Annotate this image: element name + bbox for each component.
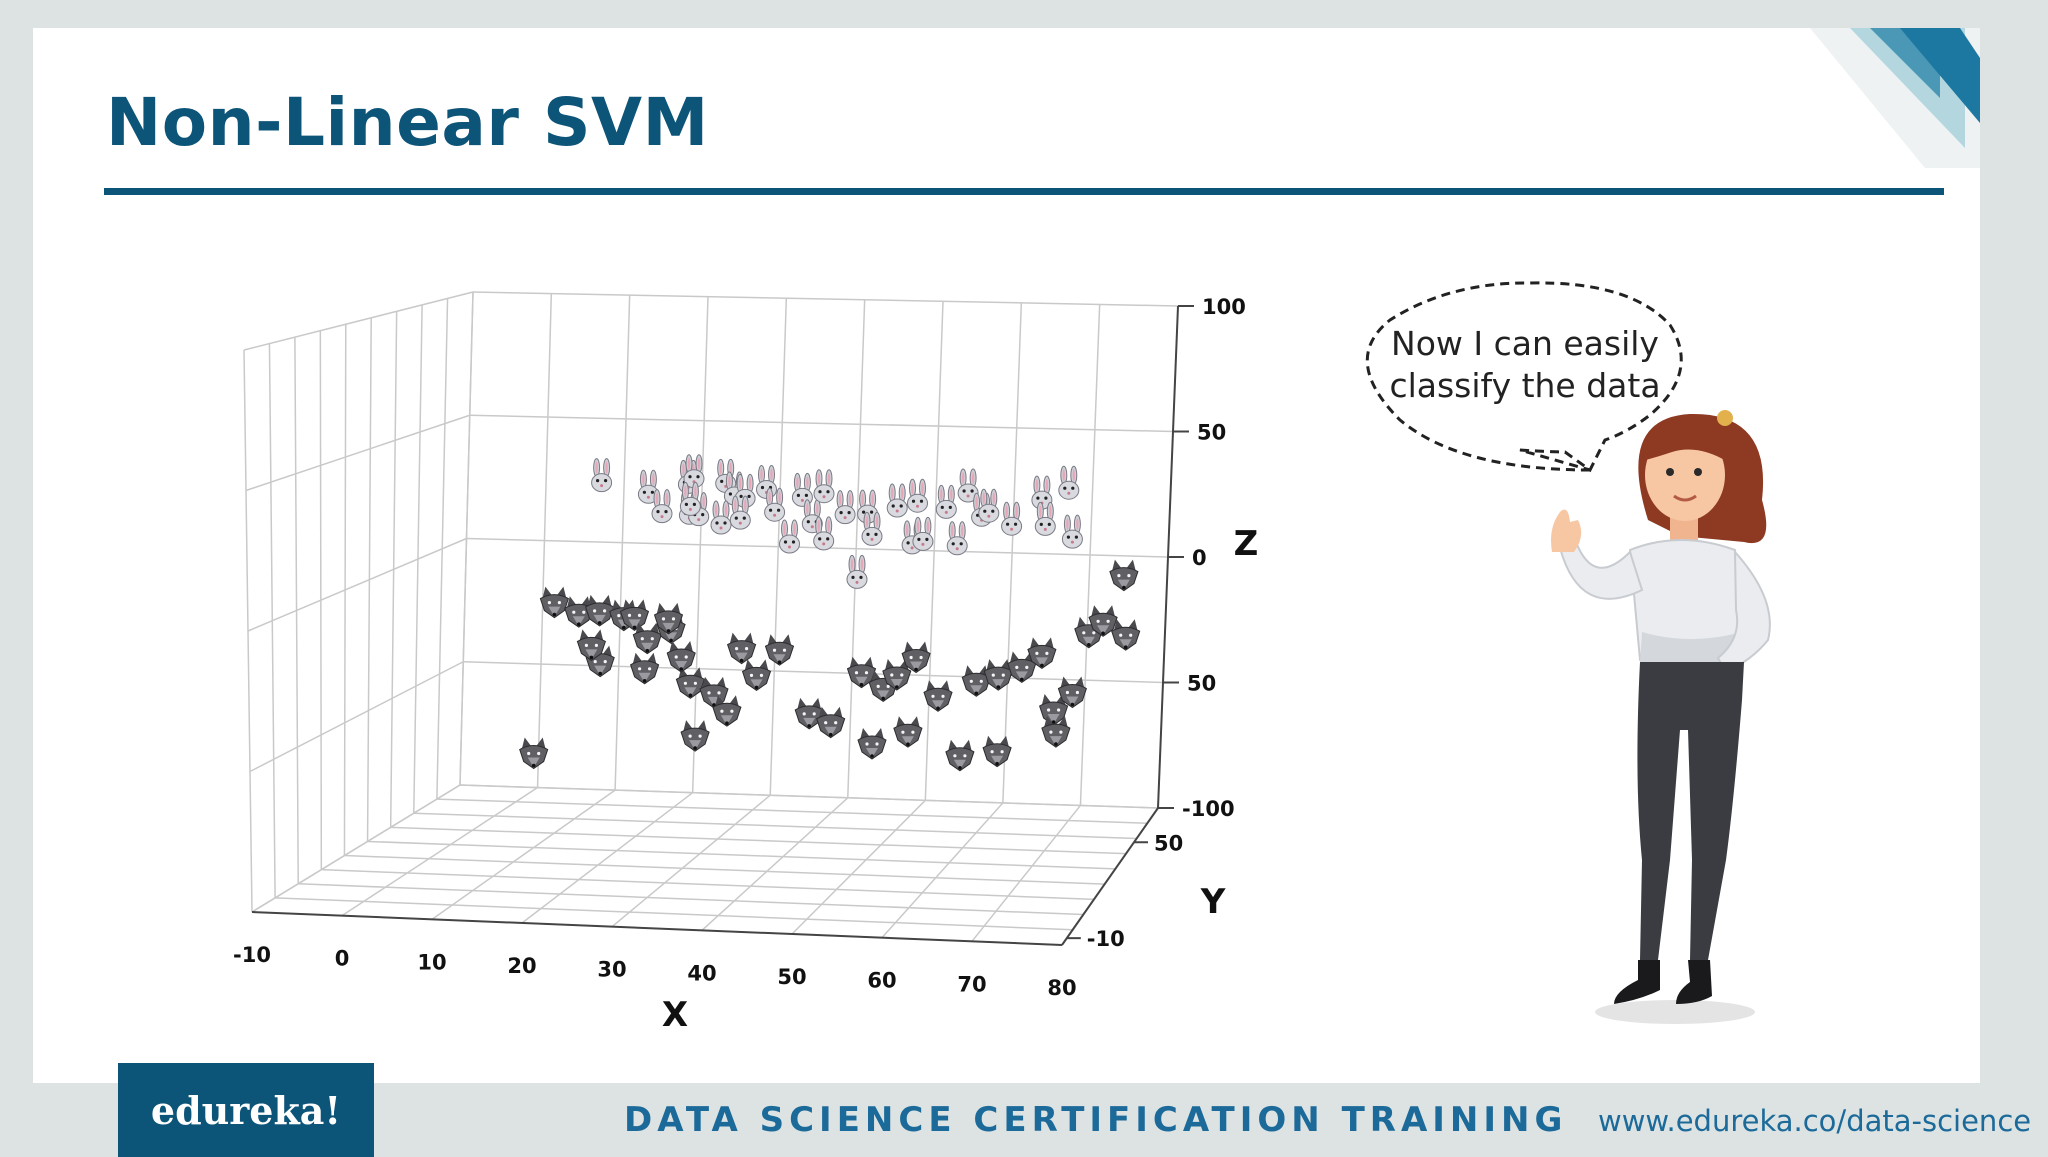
rabbit-data-point (1001, 501, 1023, 536)
left-wall-grid-horizontal (247, 537, 467, 632)
rabbit-data-point (912, 516, 934, 551)
floor-grid-line-x (701, 797, 849, 931)
rabbit-data-point (1061, 514, 1083, 549)
x-tick-label: 80 (1047, 976, 1076, 1000)
wolf-data-point (630, 652, 660, 685)
wolf-data-point (857, 727, 887, 760)
wolf-data-point (742, 658, 771, 691)
floor-grid-line-y (321, 868, 1095, 901)
z-tick-label: 0 (1192, 546, 1207, 570)
rabbit-data-point (907, 478, 928, 513)
floor-grid-line-y (298, 883, 1084, 916)
wolf-data-point (519, 737, 549, 769)
floor-grid-line-x (791, 799, 926, 935)
floor-grid-line-y (275, 897, 1073, 931)
floor-grid-line-y (413, 812, 1137, 840)
course-title: DATA SCIENCE CERTIFICATION TRAINING (624, 1100, 1568, 1140)
floor-grid-line-x (431, 789, 616, 920)
floor-grid-line-y (367, 840, 1116, 870)
x-tick-label: 20 (507, 954, 536, 978)
axis-grid (243, 291, 1194, 946)
wolf-data-point (1109, 559, 1139, 592)
rabbit-data-point (886, 483, 908, 518)
floor-grid-line-x (611, 794, 771, 928)
edureka-logo: edureka! (118, 1063, 374, 1157)
y-axis-label: Y (1200, 882, 1226, 922)
x-tick-label: 50 (777, 965, 806, 989)
y-tick-label: -10 (1087, 927, 1125, 951)
x-axis-line (251, 911, 1063, 946)
x-tick-label: -10 (233, 943, 271, 967)
rabbit-data-point (813, 469, 835, 504)
x-axis-label: X (662, 995, 688, 1035)
data-points (519, 454, 1141, 772)
rabbit-data-point (591, 458, 613, 493)
back-wall-grid-horizontal (469, 414, 1174, 433)
z-axis-label: Z (1234, 524, 1259, 564)
rabbit-data-point (846, 554, 868, 589)
wolf-data-point (982, 735, 1012, 768)
wolf-data-point (765, 633, 794, 666)
floor-grid-line-x (341, 786, 538, 917)
rabbit-data-point (651, 489, 673, 524)
z-tick-label: 50 (1187, 672, 1216, 696)
left-wall-grid-horizontal (243, 291, 474, 351)
wolf-data-point (816, 706, 846, 739)
x-tick-label: 70 (957, 972, 986, 996)
z-tick-label: 50 (1197, 421, 1226, 445)
rabbit-data-point (710, 500, 732, 535)
wolf-data-point (632, 622, 662, 655)
x-tick-label: 10 (417, 950, 446, 974)
z-tick-label: 100 (1202, 295, 1246, 319)
floor-grid-line-x (881, 802, 1004, 939)
rabbit-data-point (935, 484, 957, 519)
wolf-data-point (727, 632, 757, 665)
corner-decoration (1810, 28, 1980, 168)
rabbit-data-point (1058, 465, 1080, 500)
course-url-link[interactable]: www.edureka.co/data-science (1598, 1104, 2032, 1138)
floor-grid-line-x (971, 804, 1082, 942)
wolf-data-point (712, 694, 742, 727)
wolf-data-point (893, 715, 923, 748)
presenter-illustration (1551, 410, 1771, 1024)
x-tick-label: 60 (867, 969, 896, 993)
y-tick-label: 50 (1154, 831, 1183, 855)
page-title: Non-Linear SVM (106, 84, 709, 161)
left-wall-grid-horizontal (249, 661, 464, 773)
x-tick-label: 40 (687, 961, 716, 985)
back-wall-grid-horizontal (472, 291, 1179, 307)
rabbit-data-point (834, 490, 856, 525)
wolf-data-point (945, 739, 975, 772)
title-underline (104, 188, 1944, 195)
back-wall-grid-horizontal (463, 661, 1164, 684)
x-tick-label: 30 (597, 958, 626, 982)
floor-grid-line-y (344, 854, 1105, 885)
floor-grid-line-y (390, 826, 1127, 855)
wolf-data-point (539, 586, 569, 619)
x-tick-label: 0 (335, 947, 350, 971)
left-wall-grid-horizontal (245, 414, 470, 492)
rabbit-data-point (779, 519, 800, 554)
speech-bubble-text: Now I can easily classify the data (1389, 324, 1661, 405)
wolf-data-point (1111, 618, 1141, 651)
wolf-data-point (585, 594, 615, 627)
z-tick-label: -100 (1182, 797, 1235, 821)
left-wall-grid-horizontal (251, 784, 461, 913)
y-axis-line (1061, 807, 1159, 946)
back-wall-grid-horizontal (459, 784, 1159, 809)
floor-grid-line-y (436, 798, 1148, 824)
rabbit-data-point (946, 521, 968, 556)
rabbit-data-point (978, 488, 1000, 523)
floor-grid-line-x (521, 792, 694, 924)
rabbit-data-point (813, 516, 835, 551)
